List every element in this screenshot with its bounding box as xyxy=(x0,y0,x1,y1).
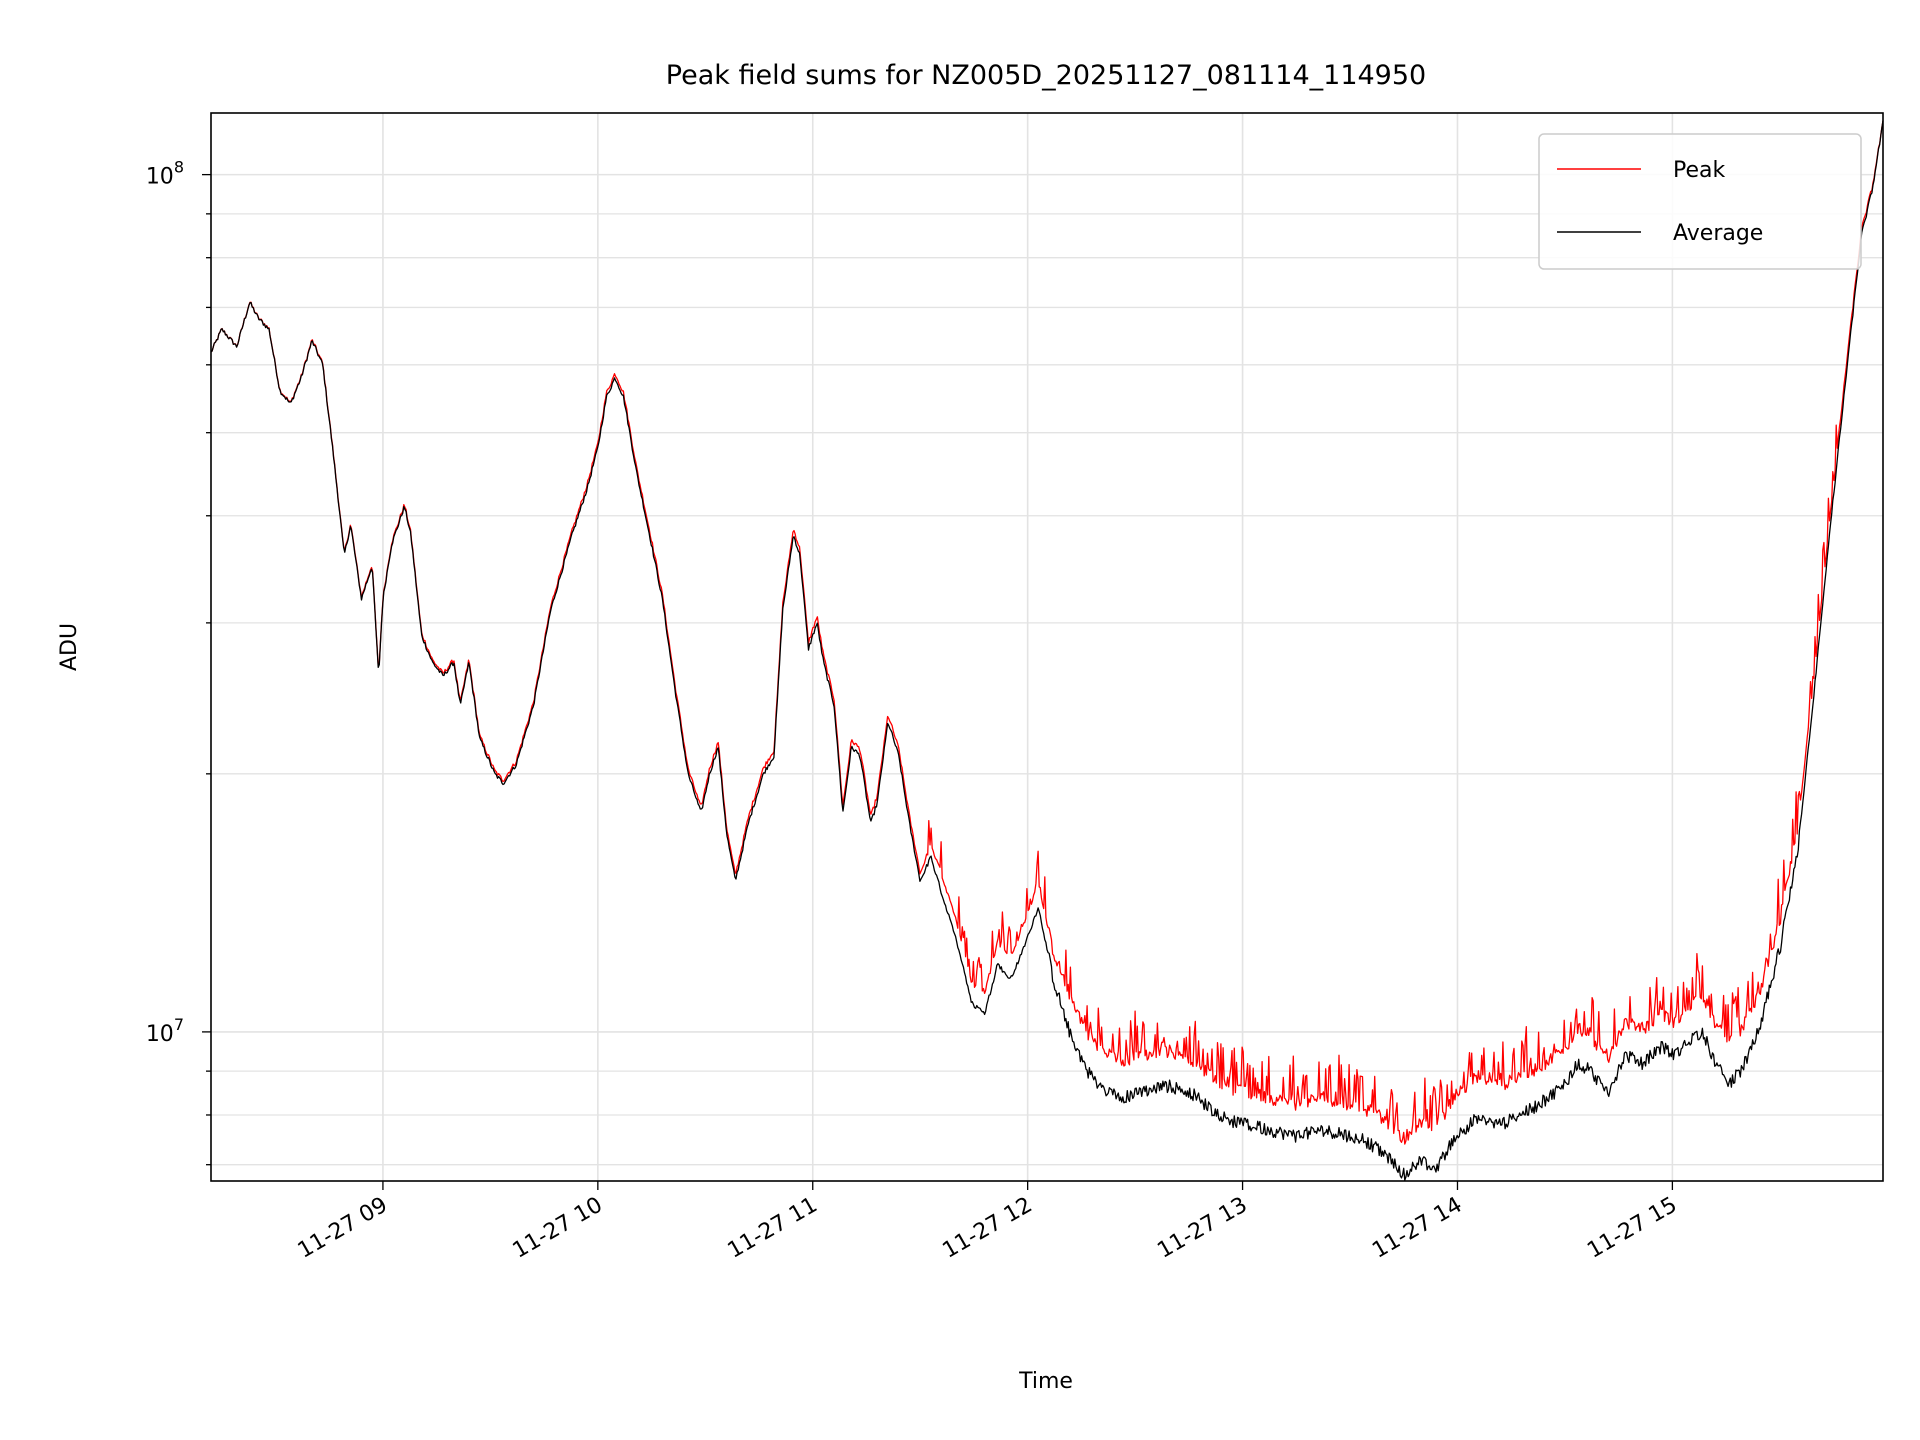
chart-title: Peak field sums for NZ005D_20251127_0811… xyxy=(666,60,1426,91)
y-tick-exponent: 8 xyxy=(174,158,184,177)
y-tick-base: 10 xyxy=(146,165,174,190)
series-layer xyxy=(210,120,1884,1181)
legend: Peak Average xyxy=(1538,133,1862,270)
y-axis-label: ADU xyxy=(57,623,82,671)
y-tick-label: 107 xyxy=(146,1015,184,1047)
series-line-peak xyxy=(210,120,1884,1145)
plot-frame xyxy=(210,112,1884,1182)
legend-label-average: Average xyxy=(1673,221,1763,246)
legend-box xyxy=(1538,133,1862,270)
series-line-average xyxy=(210,120,1884,1181)
y-tick-base: 10 xyxy=(146,1022,174,1047)
y-tick-exponent: 7 xyxy=(174,1015,184,1034)
x-axis-label: Time xyxy=(1018,1369,1073,1394)
y-tick-label: 108 xyxy=(146,158,184,190)
legend-label-peak: Peak xyxy=(1673,158,1725,183)
